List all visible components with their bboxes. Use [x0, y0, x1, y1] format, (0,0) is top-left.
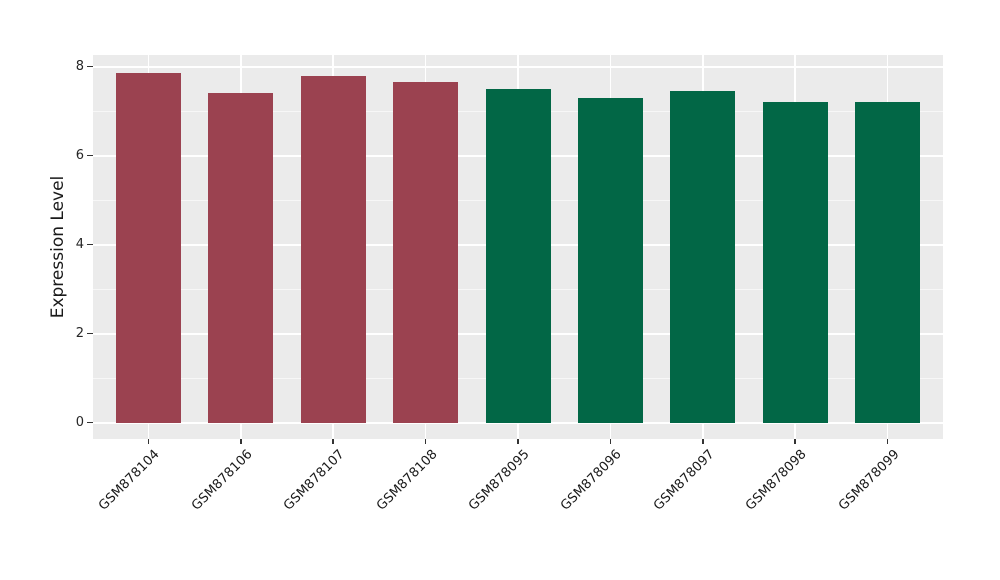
y-tick-mark — [87, 65, 93, 68]
bar-GSM878096 — [577, 97, 643, 423]
y-tick-mark — [87, 243, 93, 246]
x-tick-label-GSM878096: GSM878096 — [558, 447, 625, 514]
y-tick-mark — [87, 154, 93, 157]
y-tick-label: 0 — [75, 414, 84, 430]
bar-GSM878095 — [485, 88, 551, 423]
x-tick-mark — [702, 439, 704, 444]
y-tick-mark — [87, 421, 93, 424]
x-tick-mark — [240, 439, 242, 444]
bar-GSM878099 — [855, 102, 921, 423]
x-tick-mark — [794, 439, 796, 444]
x-tick-label-GSM878104: GSM878104 — [96, 447, 164, 514]
x-tick-label-GSM878095: GSM878095 — [466, 447, 533, 514]
bar-GSM878108 — [393, 82, 459, 423]
bar-GSM878097 — [670, 91, 736, 423]
bar-GSM878107 — [300, 75, 366, 423]
y-tick-label: 6 — [75, 147, 84, 163]
y-tick-label: 8 — [75, 58, 84, 74]
x-tick-mark — [517, 439, 519, 444]
x-tick-mark — [609, 439, 612, 444]
x-tick-label-GSM878097: GSM878097 — [650, 447, 718, 514]
plot-panel — [93, 55, 943, 439]
y-tick-label: 4 — [75, 236, 84, 252]
y-tick-label: 2 — [75, 325, 84, 341]
x-tick-label-GSM878106: GSM878106 — [188, 447, 256, 514]
x-tick-label-GSM878108: GSM878108 — [373, 447, 441, 514]
x-tick-label-GSM878107: GSM878107 — [281, 447, 348, 514]
x-tick-mark — [424, 439, 427, 444]
bar-GSM878104 — [115, 73, 181, 423]
x-tick-label-GSM878098: GSM878098 — [743, 447, 810, 514]
y-tick-mark — [87, 332, 93, 335]
x-tick-mark — [332, 439, 334, 444]
x-tick-label-GSM878099: GSM878099 — [835, 447, 903, 514]
x-tick-mark — [147, 439, 150, 444]
x-tick-mark — [886, 439, 889, 444]
bar-GSM878098 — [762, 102, 828, 423]
bar-GSM878106 — [208, 93, 274, 423]
